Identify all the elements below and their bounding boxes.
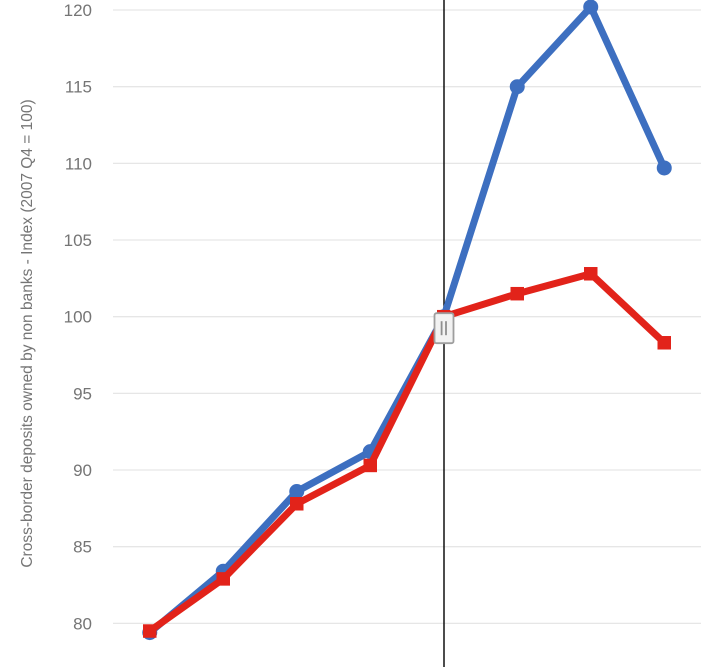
y-tick-label: 110 [65, 154, 92, 173]
red-series-point [290, 497, 304, 511]
y-tick-label: 90 [73, 461, 92, 480]
drag-handle[interactable] [433, 312, 455, 345]
red-series-point [584, 267, 598, 281]
red-series-point [363, 458, 377, 473]
red-series-point [657, 336, 671, 350]
y-tick-label: 105 [64, 231, 92, 250]
y-axis-title: Cross-border deposits owned by non banks… [19, 99, 36, 568]
y-tick-label: 80 [73, 614, 92, 633]
red-series-point [216, 572, 230, 586]
blue-series-point [509, 79, 525, 95]
blue-series-point [583, 0, 599, 15]
drag-handle-box[interactable] [433, 312, 455, 345]
y-tick-label: 85 [73, 538, 92, 557]
y-tick-label: 95 [73, 384, 92, 403]
y-tick-label: 100 [64, 308, 92, 327]
red-series-point [510, 286, 524, 301]
red-series-line [147, 270, 667, 634]
blue-series-point [289, 483, 305, 499]
red-series-point [143, 624, 157, 638]
y-tick-label: 120 [64, 1, 92, 20]
y-tick-label: 115 [65, 78, 92, 97]
blue-series-point [656, 160, 672, 176]
